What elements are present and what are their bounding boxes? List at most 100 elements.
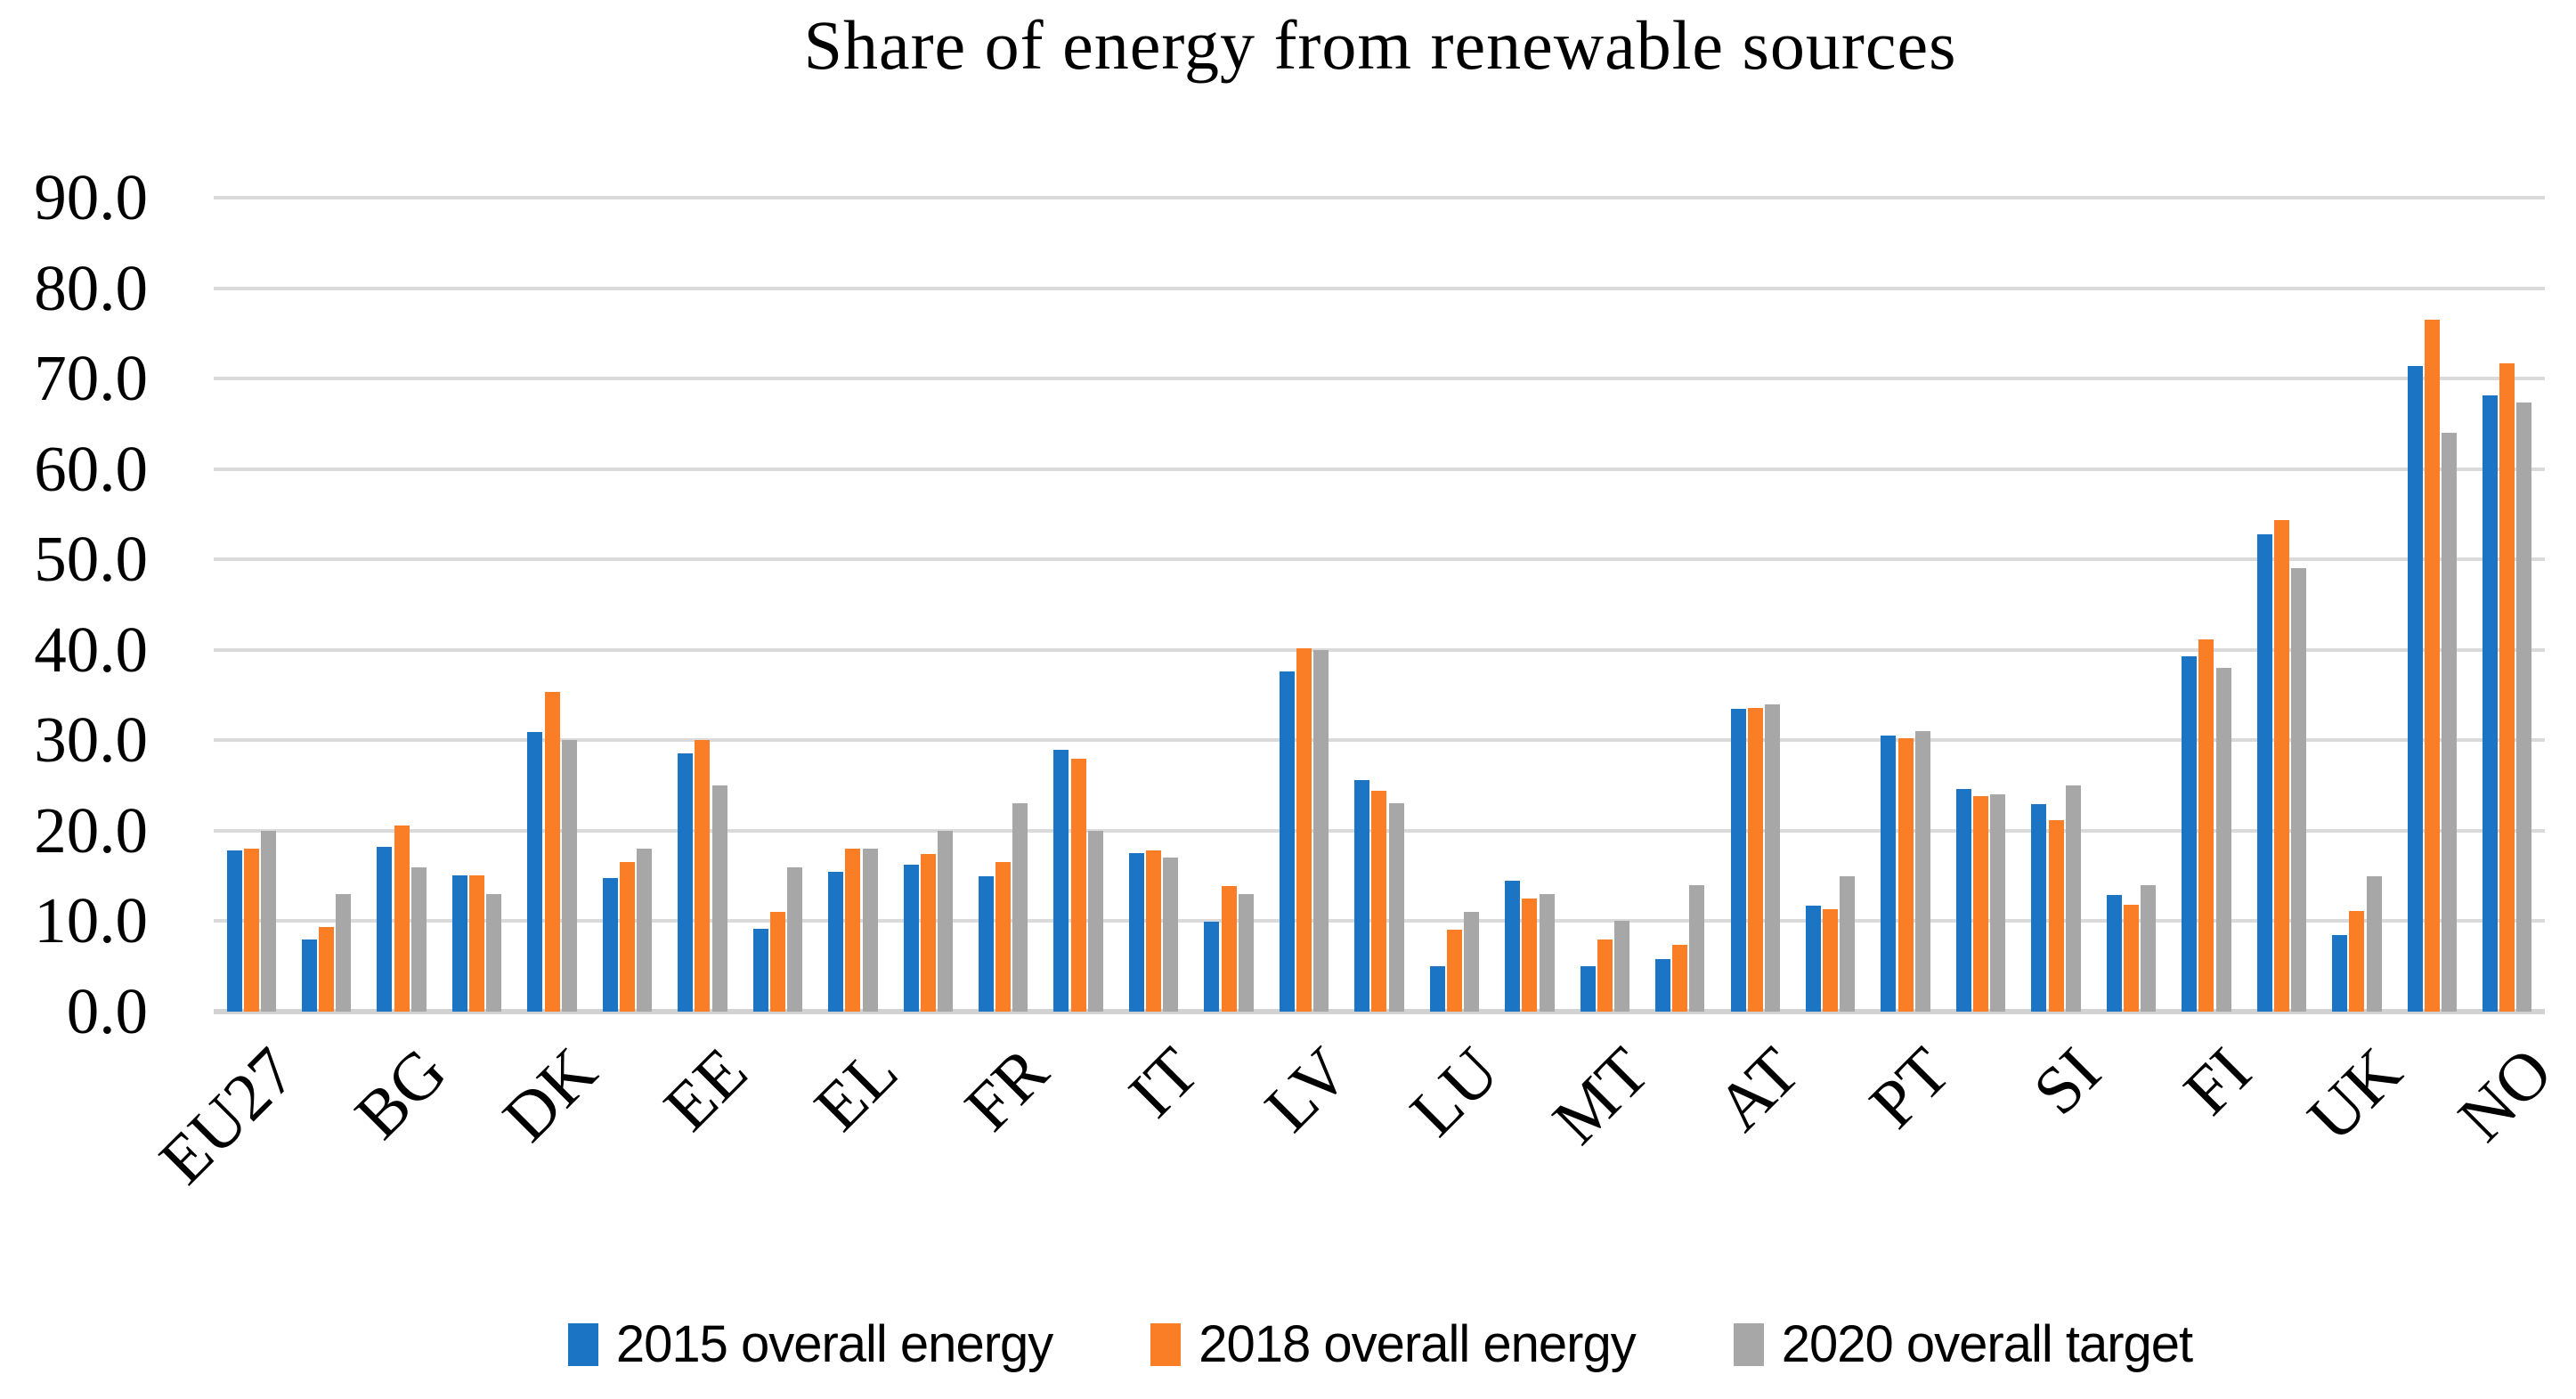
- chart-title: Share of energy from renewable sources: [803, 6, 1957, 84]
- bar-2015-BG: [377, 847, 393, 1012]
- bar-2015-DK: [527, 732, 543, 1012]
- bar-2015: [301, 939, 317, 1012]
- y-axis-tick-label: 30.0: [34, 704, 148, 777]
- legend-swatch-icon: [1733, 1322, 1764, 1366]
- bar-2020: [937, 830, 953, 1012]
- bar-2018-FR: [995, 862, 1012, 1012]
- legend-item: 2018 overall energy: [1150, 1314, 1637, 1374]
- bar-2020-AT: [1764, 704, 1780, 1012]
- bar-2015-EL: [828, 871, 844, 1012]
- bar-2018-LU: [1446, 929, 1462, 1012]
- x-axis-tick-label-PT: PT: [1856, 1033, 1965, 1143]
- x-axis-tick-label-EL: EL: [800, 1033, 912, 1145]
- x-axis-tick-label-FR: FR: [950, 1033, 1062, 1145]
- bar-2018-EE: [695, 740, 711, 1012]
- bar-2015: [1204, 922, 1220, 1012]
- y-axis-tick-label: 70.0: [34, 342, 148, 415]
- bar-2020-IT: [1163, 858, 1179, 1012]
- x-axis-tick-label-NO: NO: [2443, 1033, 2566, 1156]
- x-axis-tick-label-IT: IT: [1114, 1033, 1213, 1132]
- legend-swatch-icon: [1150, 1322, 1182, 1366]
- gridline: [214, 557, 2545, 562]
- bar-2015-SI: [2031, 804, 2047, 1012]
- y-axis-tick-label: 50.0: [34, 523, 148, 596]
- bar-2018-LV: [1296, 647, 1312, 1012]
- y-axis-tick-label: 80.0: [34, 251, 148, 324]
- bar-2015-EU27: [226, 850, 242, 1012]
- bar-2018: [619, 862, 635, 1012]
- plot-area: [214, 196, 2545, 1014]
- bar-2020: [336, 893, 352, 1012]
- y-axis-tick-label: 0.0: [66, 975, 148, 1047]
- x-axis-tick-label-SI: SI: [2019, 1033, 2116, 1129]
- x-axis-tick-label-BG: BG: [341, 1033, 461, 1153]
- bar-2020: [787, 866, 803, 1012]
- bar-2020-FI: [2215, 668, 2231, 1012]
- bar-2020-UK: [2366, 875, 2382, 1012]
- bar-2018: [1070, 758, 1086, 1012]
- bar-2015: [1053, 749, 1069, 1012]
- bar-2015: [903, 865, 919, 1012]
- x-axis-tick-label-LV: LV: [1250, 1033, 1363, 1146]
- x-axis-tick-label-MT: MT: [1539, 1033, 1664, 1159]
- gridline: [214, 647, 2545, 652]
- legend-label: 2020 overall target: [1781, 1315, 2193, 1373]
- bar-2020: [1388, 803, 1404, 1012]
- bar-2018-DK: [544, 691, 560, 1012]
- x-axis-tick-label-EE: EE: [649, 1033, 762, 1145]
- bar-2020-DK: [561, 740, 577, 1012]
- bar-2020: [1238, 893, 1254, 1012]
- x-axis-line: [214, 1009, 2545, 1014]
- bar-2018: [1371, 791, 1387, 1012]
- legend-item: 2020 overall target: [1733, 1314, 2193, 1374]
- bar-2018-BG: [394, 825, 410, 1012]
- bar-2020-NO: [2516, 402, 2532, 1012]
- bar-2015: [1655, 959, 1671, 1012]
- x-axis-tick-label-LU: LU: [1396, 1033, 1514, 1151]
- bar-2015: [1955, 789, 1971, 1012]
- bar-2020: [2141, 884, 2157, 1012]
- bar-2018: [1973, 796, 1989, 1012]
- bar-2018: [920, 854, 936, 1012]
- bar-2018: [1823, 909, 1839, 1012]
- bar-2018-UK: [2349, 911, 2365, 1012]
- x-axis-tick-label-UK: UK: [2293, 1033, 2416, 1156]
- bar-2015: [2106, 895, 2122, 1012]
- legend-swatch-icon: [567, 1322, 598, 1366]
- bar-2018: [319, 926, 335, 1012]
- bar-2018: [769, 912, 785, 1012]
- bar-2015-LU: [1429, 966, 1445, 1012]
- bar-2020: [1689, 884, 1705, 1012]
- x-axis-tick-label-FI: FI: [2169, 1033, 2266, 1129]
- bar-2015: [2256, 533, 2272, 1012]
- bar-2015-MT: [1580, 966, 1596, 1012]
- x-axis-tick-label-DK: DK: [489, 1033, 612, 1156]
- gridline: [214, 286, 2545, 290]
- bar-2020: [1840, 875, 1856, 1012]
- bar-2015: [1505, 880, 1521, 1012]
- bar-2020-LV: [1313, 649, 1329, 1012]
- bar-2020-EU27: [260, 830, 276, 1012]
- bar-2018: [2123, 905, 2139, 1012]
- bar-2018-IT: [1146, 850, 1162, 1012]
- bar-2018-EU27: [243, 849, 259, 1012]
- gridline: [214, 377, 2545, 381]
- bar-2020-BG: [410, 866, 427, 1012]
- bar-2018-FI: [2198, 638, 2214, 1012]
- bar-2020-SI: [2065, 785, 2081, 1012]
- bar-2015-PT: [1881, 736, 1897, 1012]
- bar-2018-EL: [845, 849, 861, 1012]
- bar-2020: [637, 849, 653, 1012]
- bar-2015: [602, 877, 618, 1012]
- bar-2020: [1087, 830, 1103, 1012]
- bar-2020-MT: [1614, 921, 1630, 1012]
- x-axis-tick-label-EU27: EU27: [145, 1033, 311, 1199]
- bar-2020-EE: [711, 785, 727, 1012]
- bar-2015: [451, 874, 467, 1012]
- gridline: [214, 467, 2545, 471]
- bar-2018-MT: [1597, 939, 1613, 1012]
- bar-2015: [1354, 780, 1370, 1012]
- y-axis-tick-label: 90.0: [34, 161, 148, 233]
- bar-2020: [2441, 433, 2457, 1012]
